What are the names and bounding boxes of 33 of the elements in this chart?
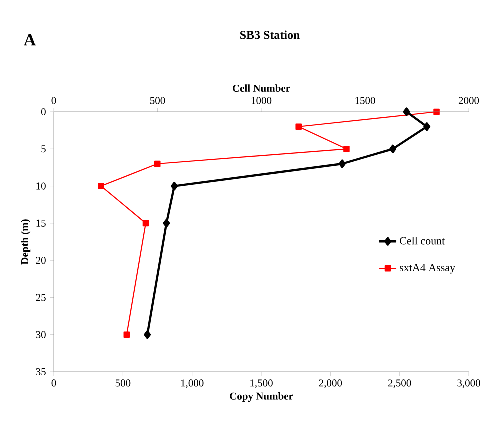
chart-title: SB3 Station (240, 30, 300, 40)
point (142, 220, 150, 227)
point (154, 160, 161, 168)
y-tick-label: 30 (36, 331, 46, 338)
point (344, 146, 350, 152)
x2-tick-label: 500 (150, 97, 166, 104)
y-tick-label: 15 (36, 220, 46, 227)
text: A (24, 34, 36, 46)
x-tick-label: 2,500 (388, 380, 412, 388)
point (98, 183, 104, 190)
x-tick-label: 0 (52, 380, 56, 387)
y-axis-title: Depth (m) (21, 220, 31, 265)
y-tick-label: 25 (36, 294, 46, 302)
y-tick-label: 0 (41, 108, 46, 116)
legend-label: Cell count (400, 237, 446, 245)
x-axis-title: Copy Number (230, 392, 294, 402)
y-tick-label: 20 (36, 257, 46, 264)
y-tick-label: 35 (36, 368, 46, 376)
x-tick-label: 2,000 (319, 380, 342, 388)
y-tick-label: 10 (36, 182, 46, 190)
x2-tick-label: 2000 (458, 97, 480, 104)
x2-axis-title: Cell Number (233, 84, 290, 92)
x-tick-label: 3,000 (458, 380, 480, 388)
x2-tick-label: 1000 (252, 97, 272, 104)
point (296, 124, 302, 130)
legend-label: sxtA4 Assay (400, 264, 456, 274)
x-tick-label: 500 (116, 380, 131, 387)
point (124, 332, 130, 338)
y-tick-label: 5 (42, 146, 46, 153)
x2-tick-label: 0 (52, 97, 56, 104)
x-tick-label: 1,000 (181, 380, 204, 388)
x2-tick-label: 1500 (356, 97, 376, 104)
x-tick-label: 1,500 (250, 380, 273, 388)
